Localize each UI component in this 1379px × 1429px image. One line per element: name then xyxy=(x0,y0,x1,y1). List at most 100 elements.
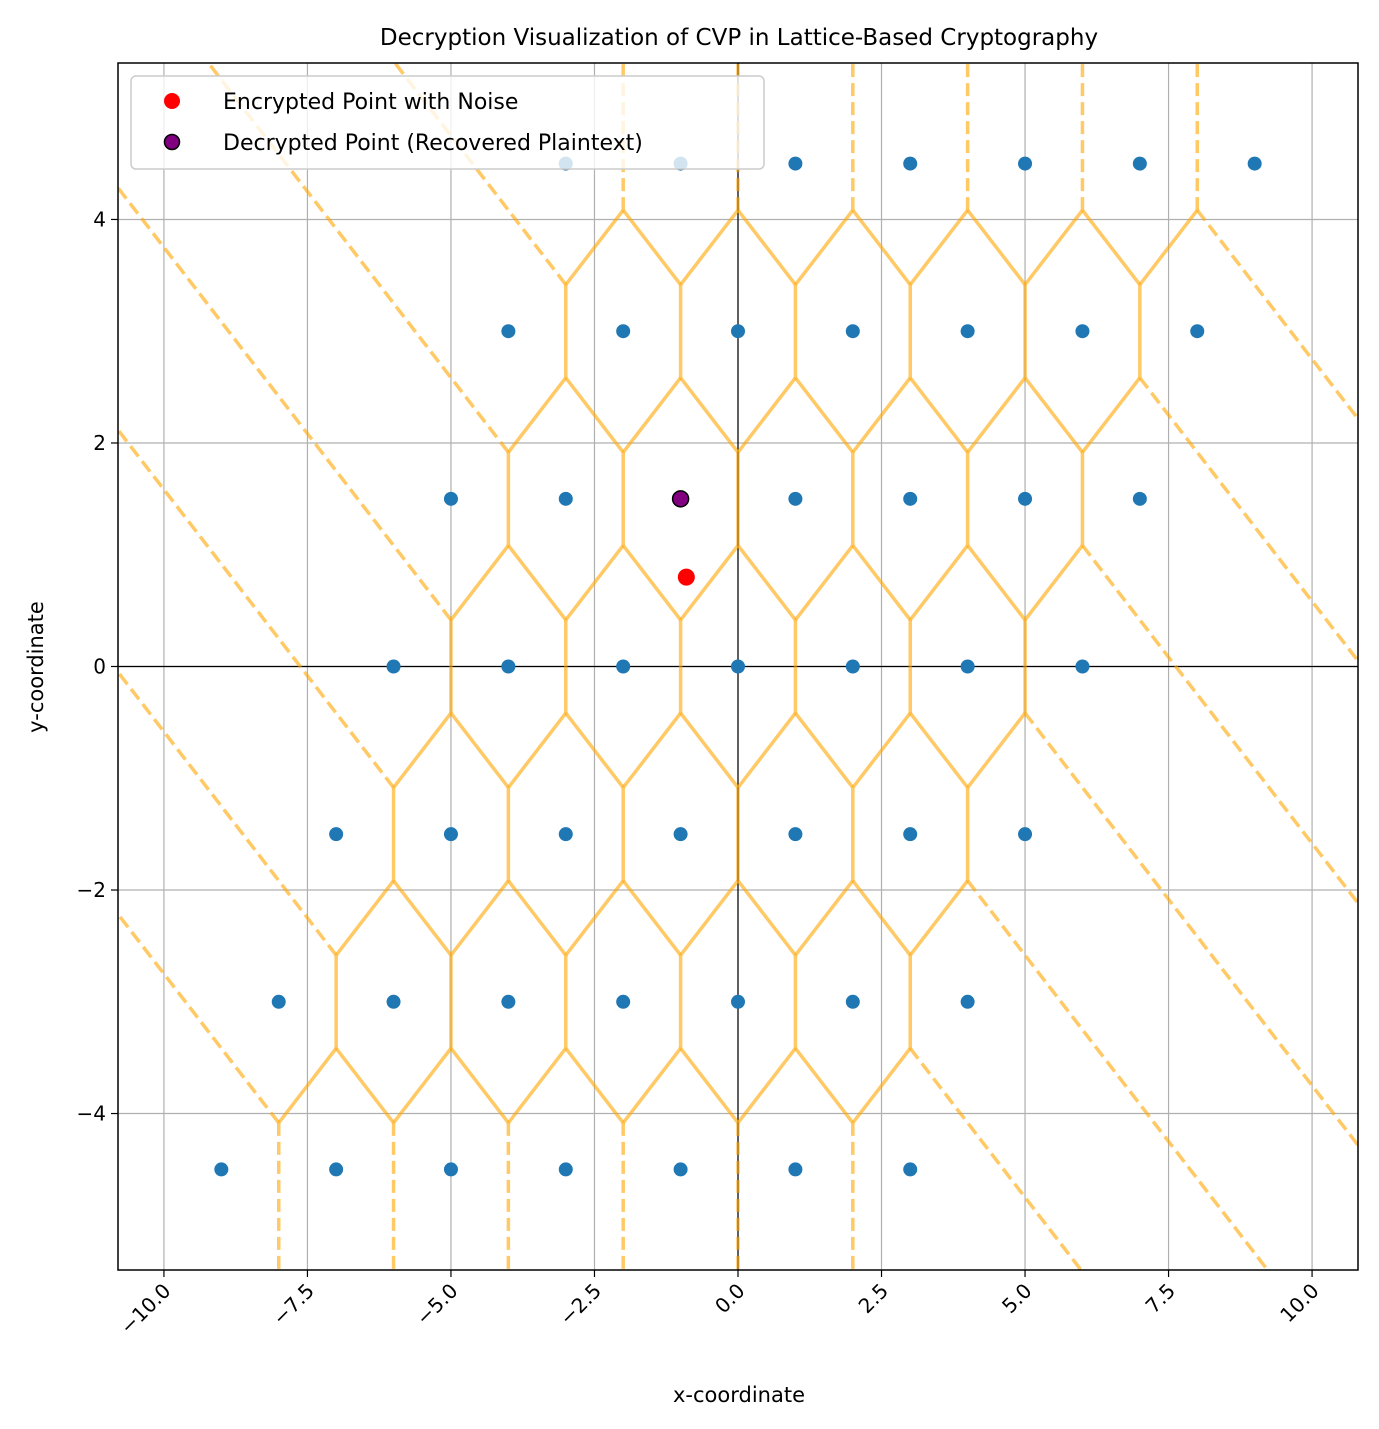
lattice-point xyxy=(443,491,458,506)
y-tick-label: 4 xyxy=(93,207,106,231)
voronoi-edge xyxy=(679,879,740,957)
legend-label-decrypted: Decrypted Point (Recovered Plaintext) xyxy=(223,131,643,156)
lattice-point xyxy=(616,994,631,1009)
lattice-point xyxy=(788,491,803,506)
lattice-point xyxy=(673,827,688,842)
lattice-point xyxy=(673,1162,688,1177)
y-tick-label: 0 xyxy=(93,655,106,679)
legend-marker-encrypted xyxy=(164,93,180,109)
voronoi-edge xyxy=(621,209,682,286)
voronoi-edge xyxy=(564,209,625,286)
lattice-point xyxy=(443,827,458,842)
lattice-point xyxy=(731,994,745,1009)
voronoi-edge xyxy=(794,544,855,622)
voronoi-edge xyxy=(736,879,797,957)
voronoi-edge xyxy=(679,544,740,622)
voronoi-edge xyxy=(564,1047,625,1124)
lattice-point xyxy=(788,156,803,171)
lattice-point xyxy=(501,994,516,1009)
voronoi-edge xyxy=(851,879,912,957)
lattice-point xyxy=(960,659,975,674)
voronoi-edge xyxy=(794,879,855,957)
x-tick-label: −10.0 xyxy=(115,1279,175,1339)
voronoi-edge xyxy=(794,376,855,454)
lattice-point xyxy=(903,827,918,842)
voronoi-edge xyxy=(621,544,682,622)
voronoi-edge xyxy=(1023,544,1084,622)
voronoi-edge xyxy=(1023,376,1084,454)
lattice-point xyxy=(1132,491,1147,506)
lattice-point xyxy=(788,1162,803,1177)
voronoi-ray xyxy=(1195,209,1358,420)
voronoi-edge xyxy=(334,879,395,957)
y-axis-label: y-coordinate xyxy=(24,601,48,733)
lattice-point xyxy=(1190,324,1205,339)
lattice-point xyxy=(558,827,573,842)
voronoi-edge xyxy=(1081,209,1142,286)
y-tick-label: 2 xyxy=(93,431,106,455)
voronoi-edge xyxy=(506,1047,568,1124)
voronoi-edge xyxy=(736,544,797,622)
x-tick-label: 7.5 xyxy=(1141,1279,1180,1318)
voronoi-edge xyxy=(564,376,625,454)
x-tick-label: 5.0 xyxy=(997,1279,1036,1318)
voronoi-edge xyxy=(908,711,970,789)
x-tick-label: 10.0 xyxy=(1275,1279,1323,1327)
voronoi-edge xyxy=(1023,209,1084,286)
legend-label-encrypted: Encrypted Point with Noise xyxy=(223,90,518,115)
lattice-point xyxy=(214,1162,229,1177)
voronoi-edge xyxy=(851,544,912,622)
lattice-point xyxy=(501,659,516,674)
voronoi-edge xyxy=(506,544,568,622)
voronoi-edge xyxy=(966,209,1027,286)
voronoi-edge xyxy=(621,376,682,454)
voronoi-edge xyxy=(794,209,855,286)
lattice-point xyxy=(271,994,286,1009)
lattice-point xyxy=(845,659,860,674)
voronoi-edge xyxy=(449,1047,510,1124)
voronoi-edge xyxy=(966,544,1027,622)
voronoi-ray xyxy=(118,428,395,789)
lattice-point xyxy=(788,827,803,842)
voronoi-ray xyxy=(118,671,338,957)
voronoi-edge xyxy=(449,711,510,789)
voronoi-edge xyxy=(736,1047,797,1124)
voronoi-edge xyxy=(392,1047,453,1124)
voronoi-ray xyxy=(118,913,281,1124)
lattice-point xyxy=(960,994,975,1009)
lattice-point xyxy=(558,491,573,506)
lattice-point xyxy=(1132,156,1147,171)
voronoi-edge xyxy=(449,544,510,622)
voronoi-ray xyxy=(908,1047,1083,1270)
legend-marker-decrypted xyxy=(163,133,181,151)
lattice-point xyxy=(443,1162,458,1177)
lattice-point xyxy=(903,156,918,171)
voronoi-ray xyxy=(1023,711,1358,1147)
voronoi-edge xyxy=(794,1047,855,1124)
lattice-point xyxy=(1018,491,1033,506)
voronoi-edge xyxy=(851,1047,912,1124)
voronoi-edge xyxy=(277,1047,338,1124)
lattice-point xyxy=(731,659,745,674)
lattice-point xyxy=(903,491,918,506)
voronoi-edge xyxy=(392,711,453,789)
lattice-point xyxy=(558,1162,573,1177)
lattice-point xyxy=(386,659,401,674)
y-tick-label: −4 xyxy=(77,1102,106,1126)
lattice-point xyxy=(960,324,975,339)
voronoi-edge xyxy=(334,1047,395,1124)
voronoi-edge xyxy=(621,711,682,789)
x-axis-label: x-coordinate xyxy=(673,1383,805,1407)
voronoi-edge xyxy=(679,376,740,454)
voronoi-edge xyxy=(621,879,682,957)
lattice-point xyxy=(1018,156,1033,171)
lattice-point xyxy=(903,1162,918,1177)
voronoi-edge xyxy=(908,544,970,622)
voronoi-edge xyxy=(564,711,625,789)
voronoi-ray xyxy=(1138,376,1358,662)
x-tick-label: −7.5 xyxy=(268,1279,319,1330)
voronoi-edge xyxy=(966,711,1027,789)
voronoi-edge xyxy=(851,209,912,286)
voronoi-edge xyxy=(966,376,1027,454)
voronoi-ray xyxy=(1081,544,1358,905)
